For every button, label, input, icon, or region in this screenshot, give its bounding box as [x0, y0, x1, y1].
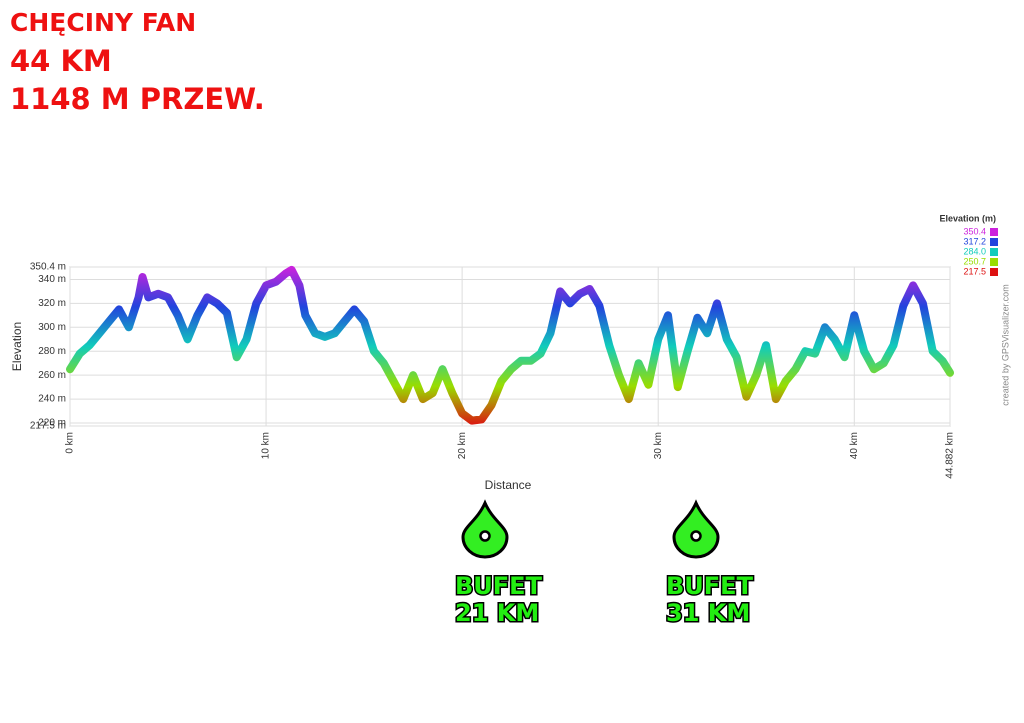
y-tick-label: 217.5 m: [30, 421, 66, 432]
annotation-title: BUFET: [455, 572, 543, 600]
y-tick-label: 240 m: [38, 394, 66, 405]
drop-hole: [690, 530, 702, 542]
y-axis-title: Elevation: [10, 322, 24, 371]
legend-swatch: [990, 268, 998, 276]
legend-swatch: [990, 228, 998, 236]
elevation-line: [66, 265, 954, 425]
drop-icon: [461, 499, 509, 559]
credit: created by GPSVisualizer.com: [1000, 284, 1010, 405]
y-tick-label: 220 m: [38, 418, 66, 429]
x-tick-label: 40 km: [849, 432, 860, 459]
legend-label: 317.2: [963, 236, 986, 246]
annotation-text: 21 KM: [455, 599, 539, 627]
legend-title: Elevation (m): [939, 213, 996, 223]
legend-label: 350.4: [963, 226, 986, 236]
annotation-text: 31 KM: [666, 599, 750, 627]
legend-swatch: [990, 248, 998, 256]
x-tick-label: 44.882 km: [945, 432, 956, 479]
legend-swatch: [990, 258, 998, 266]
annotation-title: BUFET: [666, 572, 754, 600]
y-tick-label: 350.4 m: [30, 262, 66, 273]
x-tick-label: 10 km: [261, 432, 272, 459]
legend-label: 250.7: [963, 256, 986, 266]
x-axis-title: Distance: [485, 478, 532, 492]
legend-label: 284.0: [963, 246, 986, 256]
drop-icon: [672, 499, 720, 559]
y-tick-label: 280 m: [38, 346, 66, 357]
route-title: CHĘCINY FAN: [10, 8, 197, 37]
y-tick-label: 300 m: [38, 322, 66, 333]
y-tick-label: 260 m: [38, 370, 66, 381]
route-distance: 44 KM: [10, 44, 112, 78]
x-tick-label: 30 km: [653, 432, 664, 459]
route-climb: 1148 M PRZEW.: [10, 82, 265, 116]
x-tick-label: 0 km: [65, 432, 76, 454]
legend-label: 217.5: [963, 266, 986, 276]
y-tick-label: 320 m: [38, 298, 66, 309]
x-tick-label: 20 km: [457, 432, 468, 459]
drop-hole: [479, 530, 491, 542]
y-tick-label: 340 m: [38, 274, 66, 285]
legend-swatch: [990, 238, 998, 246]
